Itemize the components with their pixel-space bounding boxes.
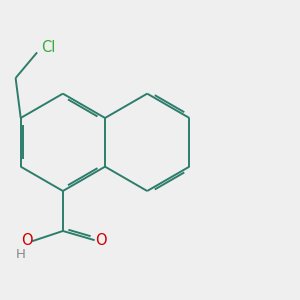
Text: O: O [21,233,33,248]
Text: O: O [95,233,107,248]
Text: H: H [16,248,26,260]
Text: Cl: Cl [41,40,56,55]
